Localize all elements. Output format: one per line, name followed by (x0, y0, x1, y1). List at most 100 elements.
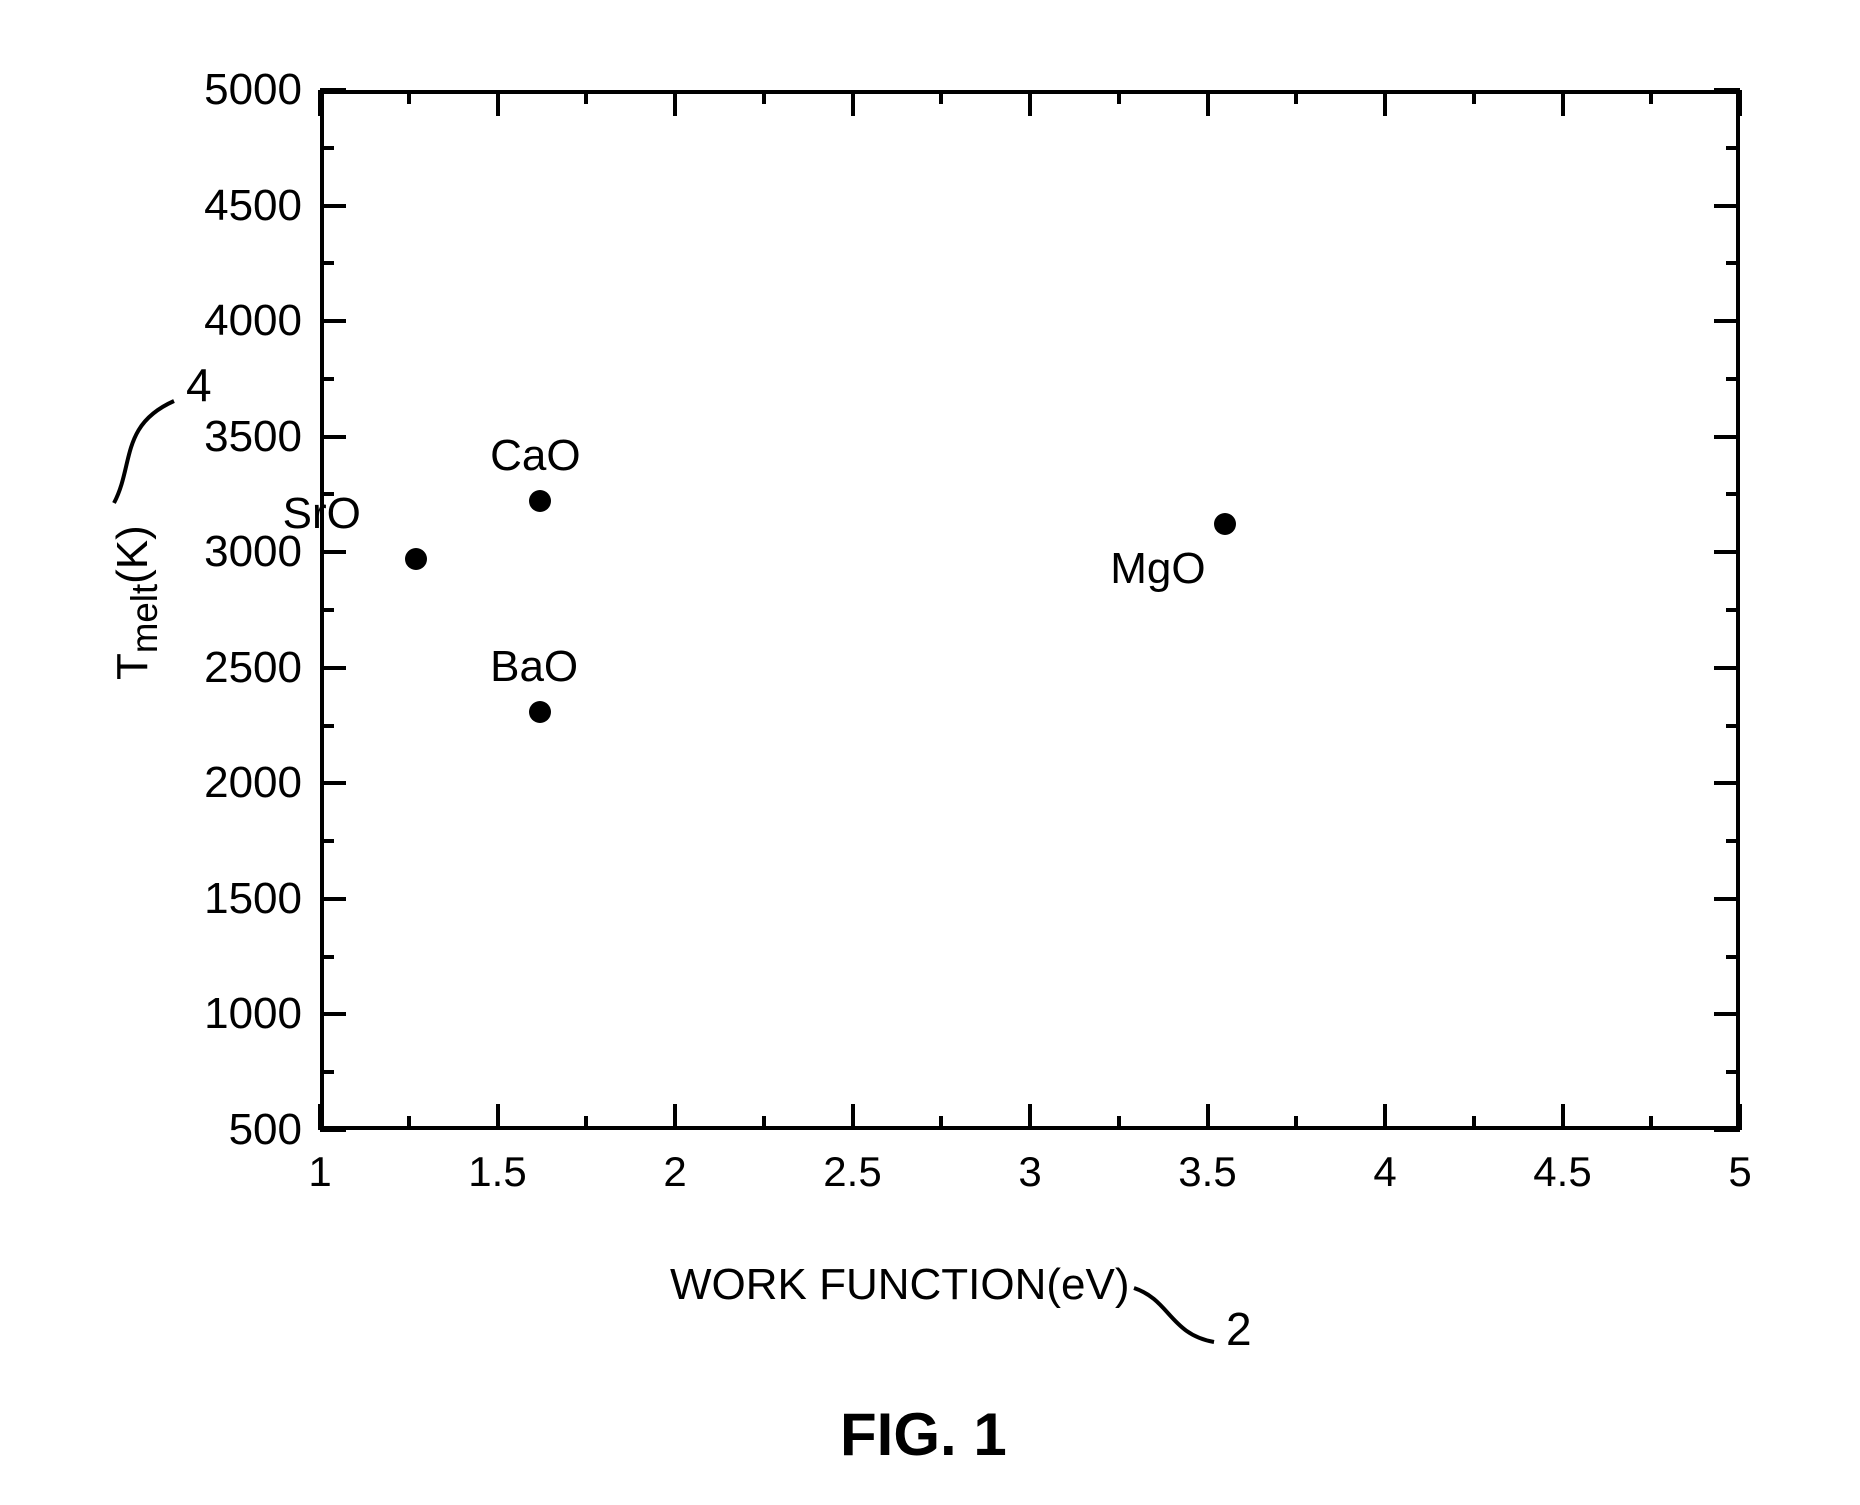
y-major-tick (320, 1012, 346, 1016)
figure-caption: FIG. 1 (840, 1400, 1007, 1469)
x-major-tick (851, 1104, 855, 1130)
x-major-tick-top (1206, 90, 1210, 116)
data-point-sro (405, 548, 427, 570)
x-major-tick (1206, 1104, 1210, 1130)
y-tick-label: 500 (229, 1105, 302, 1155)
x-major-tick-top (1561, 90, 1565, 116)
x-major-tick (1561, 1104, 1565, 1130)
y-minor-tick (320, 146, 334, 150)
y-axis-title-text: Tmelt(K) (108, 525, 157, 680)
x-major-tick-top (851, 90, 855, 116)
y-tick-label: 5000 (204, 65, 302, 115)
x-minor-tick (939, 1116, 943, 1130)
x-minor-tick (407, 1116, 411, 1130)
y-major-tick-right (1714, 204, 1740, 208)
y-major-tick-right (1714, 897, 1740, 901)
y-minor-tick-right (1726, 724, 1740, 728)
y-major-tick (320, 666, 346, 670)
y-minor-tick-right (1726, 608, 1740, 612)
x-minor-tick-top (584, 90, 588, 104)
y-tick-label: 1000 (204, 989, 302, 1039)
y-major-tick-right (1714, 550, 1740, 554)
y-tick-label: 4500 (204, 181, 302, 231)
y-minor-tick (320, 261, 334, 265)
x-minor-tick (1649, 1116, 1653, 1130)
data-point-label-sro: SrO (283, 489, 361, 539)
x-major-tick-top (673, 90, 677, 116)
y-axis-callout-number: 4 (186, 358, 212, 412)
y-major-tick-right (1714, 1128, 1740, 1132)
y-axis-title: Tmelt(K) (108, 525, 166, 680)
x-minor-tick (1472, 1116, 1476, 1130)
y-major-tick (320, 204, 346, 208)
y-major-tick (320, 319, 346, 323)
x-minor-tick-top (939, 90, 943, 104)
y-minor-tick-right (1726, 377, 1740, 381)
x-major-tick (673, 1104, 677, 1130)
x-minor-tick-top (407, 90, 411, 104)
y-minor-tick-right (1726, 1070, 1740, 1074)
x-tick-label: 4 (1373, 1148, 1396, 1196)
y-major-tick (320, 88, 346, 92)
y-minor-tick-right (1726, 261, 1740, 265)
y-minor-tick (320, 955, 334, 959)
x-tick-label: 4.5 (1533, 1148, 1591, 1196)
y-major-tick (320, 550, 346, 554)
y-minor-tick (320, 839, 334, 843)
x-tick-label: 5 (1728, 1148, 1751, 1196)
y-minor-tick (320, 608, 334, 612)
y-major-tick-right (1714, 319, 1740, 323)
x-minor-tick (762, 1116, 766, 1130)
y-tick-label: 4000 (204, 296, 302, 346)
x-minor-tick (1294, 1116, 1298, 1130)
x-major-tick-top (318, 90, 322, 116)
y-minor-tick-right (1726, 146, 1740, 150)
x-minor-tick-top (1472, 90, 1476, 104)
x-tick-label: 2.5 (823, 1148, 881, 1196)
y-tick-label: 2500 (204, 643, 302, 693)
y-major-tick-right (1714, 88, 1740, 92)
x-minor-tick-top (762, 90, 766, 104)
x-tick-label: 1 (308, 1148, 331, 1196)
y-major-tick (320, 1128, 346, 1132)
data-point-label-cao: CaO (490, 431, 580, 481)
x-tick-label: 3.5 (1178, 1148, 1236, 1196)
y-major-tick (320, 435, 346, 439)
y-tick-label: 1500 (204, 874, 302, 924)
x-major-tick (1738, 1104, 1742, 1130)
data-point-label-bao: BaO (490, 642, 578, 692)
y-minor-tick (320, 377, 334, 381)
x-major-tick-top (1028, 90, 1032, 116)
x-major-tick-top (496, 90, 500, 116)
x-tick-label: 2 (663, 1148, 686, 1196)
x-major-tick (318, 1104, 322, 1130)
x-minor-tick-top (1117, 90, 1121, 104)
x-minor-tick-top (1649, 90, 1653, 104)
x-axis-title: WORK FUNCTION(eV) (670, 1260, 1130, 1310)
y-major-tick-right (1714, 1012, 1740, 1016)
x-axis-callout-number: 2 (1226, 1302, 1252, 1356)
y-minor-tick (320, 724, 334, 728)
x-tick-label: 1.5 (468, 1148, 526, 1196)
y-minor-tick-right (1726, 492, 1740, 496)
y-major-tick-right (1714, 781, 1740, 785)
x-major-tick (1028, 1104, 1032, 1130)
y-major-tick (320, 897, 346, 901)
x-minor-tick (1117, 1116, 1121, 1130)
x-major-tick (1383, 1104, 1387, 1130)
y-major-tick-right (1714, 666, 1740, 670)
x-major-tick (496, 1104, 500, 1130)
y-tick-label: 2000 (204, 758, 302, 808)
y-minor-tick-right (1726, 839, 1740, 843)
y-minor-tick-right (1726, 955, 1740, 959)
data-point-bao (529, 701, 551, 723)
data-point-label-mgo: MgO (1110, 544, 1205, 594)
y-minor-tick (320, 1070, 334, 1074)
y-tick-label: 3500 (204, 412, 302, 462)
y-major-tick (320, 781, 346, 785)
page: Tmelt(K) 4 WORK FUNCTION(eV) 2 FIG. 1 1 1… (0, 0, 1860, 1505)
y-major-tick-right (1714, 435, 1740, 439)
plot-area (320, 90, 1740, 1130)
x-major-tick-top (1383, 90, 1387, 116)
x-minor-tick-top (1294, 90, 1298, 104)
